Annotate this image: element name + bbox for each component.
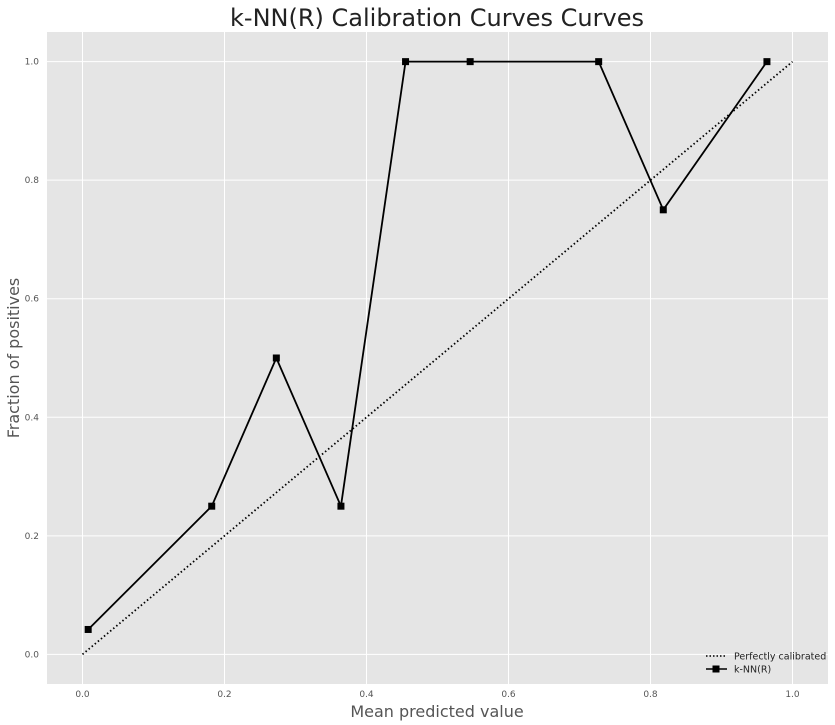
x-tick-label: 0.2 [217, 690, 231, 700]
y-axis-title: Fraction of positives [4, 278, 23, 439]
legend-perfect-label: Perfectly calibrated [734, 652, 826, 663]
x-tick-label: 0.6 [501, 690, 516, 700]
y-tick-labels: 0.0 0.2 0.4 0.6 0.8 1.0 [25, 58, 40, 661]
y-tick-label: 1.0 [25, 58, 40, 68]
data-point-marker [272, 354, 280, 362]
x-tick-label: 1.0 [785, 690, 800, 700]
x-tick-label: 0.4 [359, 690, 374, 700]
data-point-marker [595, 58, 603, 66]
x-tick-label: 0.0 [75, 690, 90, 700]
y-tick-label: 0.8 [25, 176, 40, 186]
y-tick-label: 0.2 [25, 532, 39, 542]
data-point-marker [763, 58, 771, 66]
chart-title: k-NN(R) Calibration Curves Curves [230, 4, 644, 32]
y-tick-label: 0.6 [25, 295, 40, 305]
data-point-marker [208, 502, 216, 510]
y-tick-label: 0.4 [25, 413, 40, 423]
y-tick-label: 0.0 [25, 650, 40, 660]
data-point-marker [466, 58, 474, 66]
legend: Perfectly calibrated k-NN(R) [706, 652, 826, 676]
x-axis-title: Mean predicted value [350, 702, 523, 721]
x-tick-label: 0.8 [643, 690, 658, 700]
plot-area [47, 32, 828, 684]
data-point-marker [402, 58, 410, 66]
legend-knn-marker [712, 665, 720, 673]
legend-knn-label: k-NN(R) [734, 665, 771, 676]
data-point-marker [84, 625, 92, 633]
x-tick-labels: 0.0 0.2 0.4 0.6 0.8 1.0 [75, 690, 800, 700]
data-point-marker [659, 206, 667, 214]
grid-lines [47, 32, 828, 684]
series-layer [81, 58, 794, 656]
data-point-marker [337, 502, 345, 510]
